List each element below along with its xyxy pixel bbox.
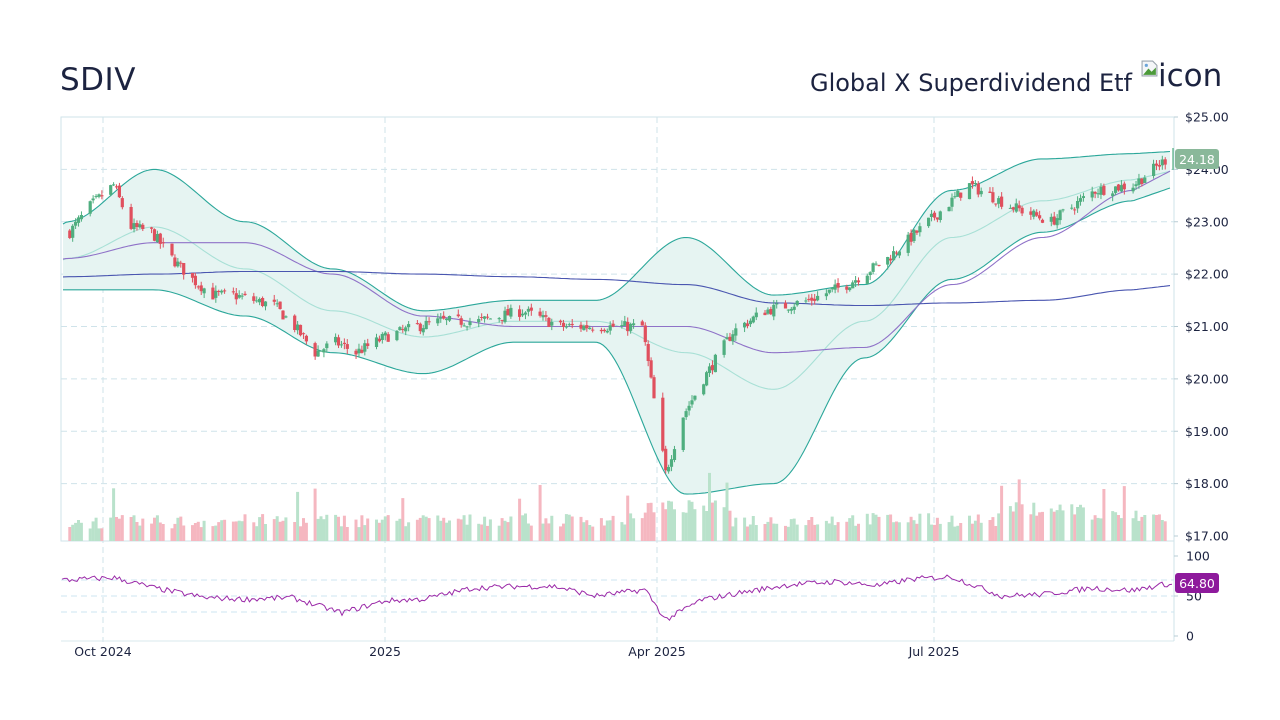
price-tick-label: $22.00	[1185, 267, 1229, 282]
sma-medium-line	[62, 170, 1171, 354]
last-price-badge: 24.18	[1172, 148, 1219, 170]
volume-bars	[68, 472, 1167, 541]
company-name: Global X Superdividend Etf	[809, 69, 1132, 97]
bollinger-middle	[62, 170, 1171, 390]
price-tick-label: $17.00	[1185, 529, 1229, 544]
svg-text:24.18: 24.18	[1179, 152, 1215, 167]
time-tick-label: Oct 2024	[74, 644, 131, 659]
bollinger-bands	[62, 150, 1171, 495]
company-logo: icon	[1141, 58, 1222, 94]
time-tick-label: Apr 2025	[628, 644, 685, 659]
price-tick-label: $25.00	[1185, 110, 1229, 125]
ticker-symbol: SDIV	[60, 62, 136, 98]
last-rsi-badge: 64.80	[1175, 573, 1219, 593]
logo-alt-text: icon	[1158, 58, 1223, 94]
bollinger-upper	[62, 150, 1171, 312]
time-tick-label: Jul 2025	[908, 644, 960, 659]
sma-long-line	[62, 270, 1171, 307]
price-axis: $25.00$24.00$23.00$22.00$21.00$20.00$19.…	[1174, 110, 1229, 544]
price-tick-label: $19.00	[1185, 424, 1229, 439]
time-axis: Oct 2024 2025 Apr 2025 Jul 2025	[74, 644, 959, 659]
price-tick-label: $18.00	[1185, 476, 1229, 491]
rsi-tick-label: 100	[1186, 549, 1210, 564]
rsi-line	[61, 574, 1173, 622]
price-tick-label: $21.00	[1185, 319, 1229, 334]
broken-image-icon	[1141, 60, 1158, 77]
time-tick-label: 2025	[369, 644, 401, 659]
price-tick-label: $20.00	[1185, 371, 1229, 386]
price-tick-label: $23.00	[1185, 214, 1229, 229]
bollinger-lower	[63, 187, 1171, 495]
rsi-tick-label: 0	[1186, 629, 1194, 644]
svg-text:64.80: 64.80	[1179, 576, 1215, 591]
candlesticks	[68, 155, 1167, 474]
